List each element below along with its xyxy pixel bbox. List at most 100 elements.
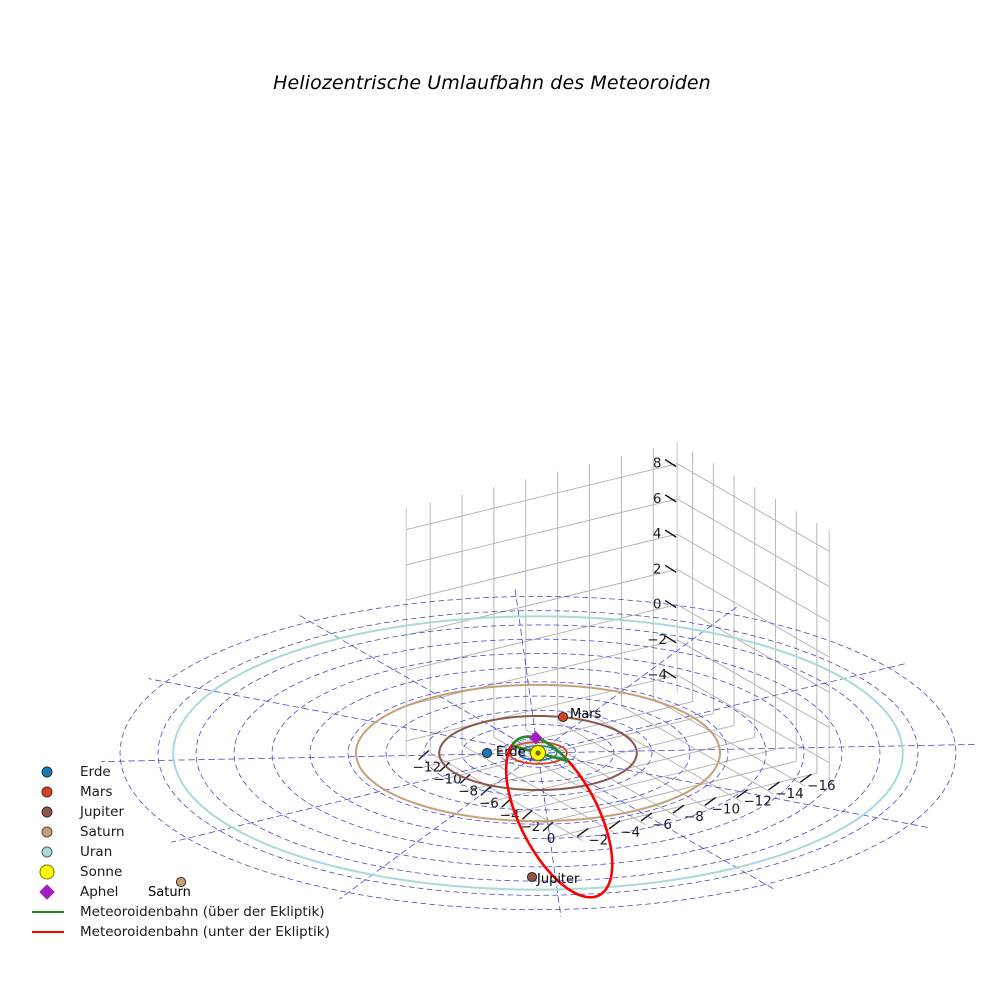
y-tick-mark — [608, 820, 621, 830]
legend-row[interactable]: Saturn — [30, 822, 330, 842]
y-tick-label: −14 — [775, 786, 804, 802]
orbit-uran — [172, 615, 904, 891]
pane-grid-z — [676, 604, 830, 693]
z-tick-label: 6 — [653, 491, 662, 507]
pane-grid-z — [676, 463, 830, 552]
pane-grid-z2 — [406, 674, 678, 742]
legend-row[interactable]: Sonne — [30, 862, 330, 882]
z-tick-mark — [664, 599, 677, 609]
legend-row[interactable]: Erde — [30, 762, 330, 782]
legend-label: Aphel — [80, 884, 119, 900]
polar-radial — [171, 663, 905, 843]
pane-grid-z2 — [406, 498, 678, 566]
legend-marker-saturn — [30, 822, 76, 842]
legend-marker-sonne — [30, 862, 76, 882]
z-tick-mark — [664, 459, 677, 468]
z-tick-mark — [664, 494, 677, 503]
legend-line-unter — [30, 922, 76, 942]
legend-row[interactable]: Aphel — [30, 882, 330, 902]
z-tick-label: 2 — [653, 561, 662, 577]
z-tick-label: 8 — [653, 456, 662, 472]
pane-grid-z2 — [406, 533, 678, 601]
z-tick-mark — [664, 564, 677, 573]
legend-marker-uran — [30, 842, 76, 862]
floor-grid-y — [429, 752, 583, 841]
y-tick-label: −4 — [620, 825, 640, 841]
z-tick-label: 4 — [653, 526, 662, 542]
orbit-jupiter — [438, 714, 638, 792]
floor-grid-x — [483, 736, 755, 804]
planet-marker-saturn[interactable] — [175, 876, 187, 888]
floor-grid-x — [421, 701, 693, 768]
polar-radial — [148, 678, 928, 828]
legend-label: Sonne — [80, 864, 123, 880]
aphel-marker[interactable] — [528, 730, 543, 745]
floor-grid-x — [442, 713, 714, 780]
legend-label: Erde — [80, 764, 111, 780]
y-tick-label: −10 — [712, 802, 741, 818]
legend-marker-uran-glyph — [41, 846, 53, 858]
legend-marker-sonne-glyph — [39, 864, 55, 880]
z-tick-label: 0 — [653, 597, 662, 613]
legend-marker-mars — [30, 782, 76, 802]
floor-grid-x — [504, 748, 776, 816]
y-tick-label: −12 — [743, 794, 772, 810]
annotation-label-erde: Erde — [496, 745, 526, 760]
legend-label: Meteoroidenbahn (über der Ekliptik) — [80, 904, 325, 920]
legend: Erde Mars Jupiter Saturn Uran Sonne Aphel Meteo… — [30, 762, 330, 942]
y-tick-mark — [672, 804, 685, 814]
z-tick-mark — [664, 635, 677, 644]
x-tick-label: −8 — [458, 783, 478, 799]
x-tick-label: −2 — [520, 819, 540, 835]
legend-marker-erde — [30, 762, 76, 782]
legend-row[interactable]: Uran — [30, 842, 330, 862]
pane-grid-z2 — [406, 639, 678, 707]
y-tick-label: −16 — [807, 778, 836, 794]
y-tick-mark — [576, 827, 589, 838]
legend-marker-saturn-glyph — [41, 826, 53, 838]
meteoroid-orbit-below — [504, 744, 614, 899]
floor-grid-y — [557, 721, 710, 810]
y-tick-mark — [640, 812, 653, 822]
planet-marker-erde[interactable] — [481, 747, 493, 759]
pane-grid-z — [676, 639, 830, 728]
pane-grid-z2 — [406, 463, 678, 530]
y-tick-mark — [799, 773, 812, 783]
annotation-label-saturn: Saturn — [148, 885, 191, 900]
sun-core — [535, 750, 541, 756]
pane-grid-z — [676, 568, 830, 658]
pane-grid-z2 — [406, 568, 678, 636]
z-tick-label: −4 — [647, 667, 667, 683]
floor-grid-x — [463, 725, 735, 792]
annotation-label-jupiter: Jupiter — [537, 872, 580, 887]
legend-label: Uran — [80, 844, 113, 860]
legend-row[interactable]: Meteoroidenbahn (unter der Ekliptik) — [30, 922, 330, 942]
legend-row[interactable]: Mars — [30, 782, 330, 802]
z-tick-mark — [664, 670, 677, 679]
y-tick-label: −2 — [588, 833, 608, 849]
legend-marker-jupiter — [30, 802, 76, 822]
polar-grid — [101, 589, 975, 917]
legend-row[interactable]: Jupiter — [30, 802, 330, 822]
legend-label: Mars — [80, 784, 113, 800]
pane-grid-z2 — [406, 604, 678, 671]
planet-marker-jupiter[interactable] — [526, 871, 538, 883]
y-tick-mark — [736, 789, 749, 799]
page-title: Heliozentrische Umlaufbahn des Meteoroid… — [273, 72, 711, 94]
planet-marker-mars[interactable] — [557, 711, 569, 723]
floor-grid-x — [525, 760, 797, 828]
legend-line-ueber — [30, 902, 76, 922]
annotation-label-mars: Mars — [570, 707, 602, 722]
polar-radial — [101, 744, 975, 762]
x-tick-label: −12 — [413, 760, 442, 776]
orbit-saturn — [355, 683, 721, 823]
x-tick-label: −10 — [433, 772, 462, 788]
y-tick-label: −8 — [684, 809, 704, 825]
legend-marker-aphel-glyph — [39, 884, 55, 900]
legend-label: Jupiter — [80, 804, 125, 820]
y-tick-mark — [768, 781, 780, 791]
legend-row[interactable]: Meteoroidenbahn (über der Ekliptik) — [30, 902, 330, 922]
meteoroid-orbit-above — [510, 735, 570, 763]
